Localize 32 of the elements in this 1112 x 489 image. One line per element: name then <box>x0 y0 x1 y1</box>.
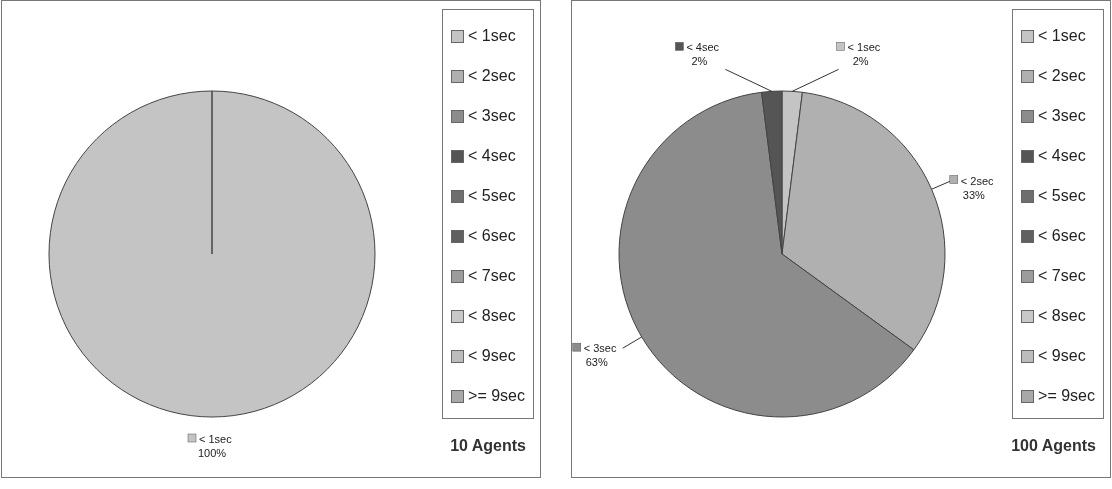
category-label: < 3sec <box>1038 107 1086 124</box>
data-label: 63% <box>585 356 608 369</box>
legend-label: >= 9sec <box>1038 387 1095 405</box>
legend-label: < 4sec <box>468 147 516 165</box>
legend-label: < 7sec <box>468 267 516 285</box>
legend-label: < 9sec <box>1038 347 1086 365</box>
data-label: 100% <box>197 447 227 459</box>
legend-label: < 4sec <box>686 41 720 54</box>
category-label: < 2sec <box>1038 67 1086 84</box>
legend-label: < 5sec <box>1038 187 1086 205</box>
data-label: 2% <box>852 55 869 68</box>
legend-label: < 1sec <box>847 41 881 54</box>
legend-label: < 2sec <box>468 67 516 85</box>
category-label: < 1sec <box>468 27 516 44</box>
legend-label: < 1sec <box>199 433 233 445</box>
text: 100 Agents <box>1011 437 1096 455</box>
legend-label: < 6sec <box>468 227 516 245</box>
category-label: < 1sec <box>1038 27 1086 44</box>
legend-label: < 3sec <box>583 342 617 355</box>
data-label: 2% <box>691 55 708 68</box>
legend-label: < 8sec <box>1038 307 1086 325</box>
category-label: < 4sec <box>1038 147 1086 164</box>
legend-label: < 6sec <box>1038 227 1086 245</box>
legend-label: < 2sec <box>960 174 994 187</box>
legend-label: < 3sec <box>468 107 516 125</box>
legend-label: >= 9sec <box>468 387 525 405</box>
legend-label: < 5sec <box>468 187 516 205</box>
legend-label: < 7sec <box>1038 267 1086 285</box>
legend-label: < 8sec <box>468 307 516 325</box>
legend-label: < 9sec <box>468 347 516 365</box>
data-label: 33% <box>962 188 985 201</box>
text: 10 Agents <box>450 437 526 455</box>
